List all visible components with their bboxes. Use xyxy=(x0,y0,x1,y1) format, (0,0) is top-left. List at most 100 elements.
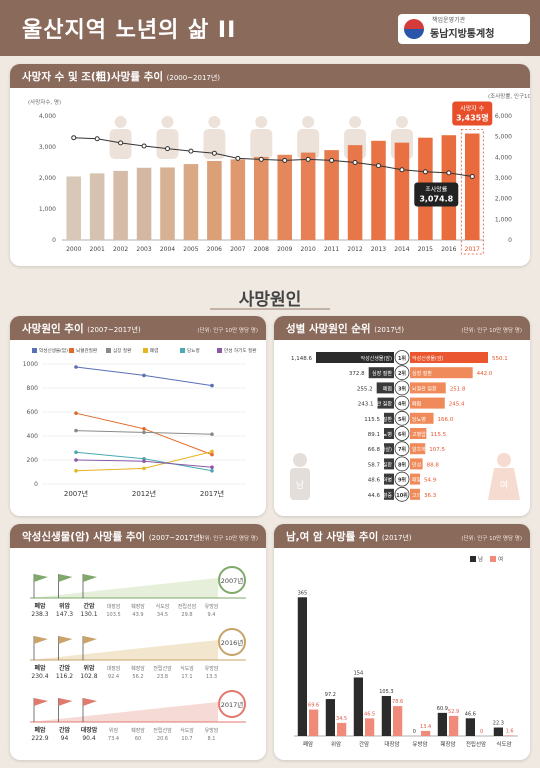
x-tick-label: 2012년 xyxy=(132,489,156,498)
card-cancer-sex: 남,여 암 사망률 추이 (2017년) (단위: 인구 10만 명당 명) 남… xyxy=(274,524,530,760)
male-cause-label: 당뇨병 xyxy=(378,431,392,438)
female-body-icon xyxy=(488,468,520,500)
x-tick-label: 2015 xyxy=(418,246,433,253)
flag-icon xyxy=(83,636,97,644)
cancer-value: 17.1 xyxy=(181,674,192,680)
bar-male xyxy=(381,695,391,736)
cancer-name: 간암 xyxy=(83,602,95,610)
series-point-diamond xyxy=(210,383,214,388)
x-tick-label: 2007 xyxy=(230,246,245,253)
point-crude-rate xyxy=(71,135,77,141)
bar-death-count xyxy=(394,142,410,240)
cancer-name: 폐암 xyxy=(34,726,46,734)
x-tick-label: 2011 xyxy=(324,246,339,253)
x-tick-label: 2017 xyxy=(465,246,480,253)
bar-male xyxy=(297,597,307,736)
page-title: 울산지역 노년의 삶 II xyxy=(22,18,237,43)
year-badge xyxy=(218,690,246,718)
bar-female xyxy=(410,488,420,500)
bar-label-female: 13.4 xyxy=(420,724,431,730)
series-point-triangle xyxy=(142,430,146,435)
cancer-name: 유방암 xyxy=(205,665,219,672)
female-value-label: 442.0 xyxy=(477,371,493,377)
bar-label-female: 46.5 xyxy=(364,711,375,717)
card-title: 사망원인 추이 xyxy=(22,323,84,335)
legend-label: 만성 하기도 질환 xyxy=(224,347,257,354)
y-tick-label: 800 xyxy=(27,385,39,392)
cancer-name: 위암 xyxy=(109,727,119,734)
cancer-name: 전립선암 xyxy=(153,665,172,672)
flag-icon xyxy=(58,574,73,582)
male-value-label: 48.6 xyxy=(368,478,381,484)
male-value-label: 58.7 xyxy=(368,462,381,468)
bar-label-male: 46.6 xyxy=(465,711,476,717)
male-cause-label: 악성신생물(암) xyxy=(360,355,392,362)
bar-death-count xyxy=(207,160,222,240)
legend-swatch xyxy=(180,348,185,353)
callout-count-label: 사망자 수 xyxy=(460,105,484,113)
male-value-label: 89.1 xyxy=(368,432,380,438)
x-tick-label: 폐암 xyxy=(303,740,313,748)
x-tick-label: 2007년 xyxy=(64,489,88,498)
bar-male xyxy=(384,443,394,455)
bar-male xyxy=(325,699,335,736)
female-value-label: 251.8 xyxy=(450,386,466,392)
female-cause-label: 폐렴 xyxy=(412,401,421,408)
series-line-crude-rate xyxy=(73,137,473,177)
right-tick-label: 1,000 xyxy=(495,216,512,223)
male-value-label: 372.8 xyxy=(349,371,365,377)
legend-label-female: 여 xyxy=(498,555,503,563)
point-crude-rate xyxy=(305,156,311,162)
cancer-name: 전립선암 xyxy=(178,603,197,610)
male-cause-label: 패혈증 xyxy=(378,492,392,499)
male-value-label: 255.2 xyxy=(357,386,373,392)
rank-badge xyxy=(394,350,410,365)
bar-female xyxy=(410,352,488,363)
rank-label: 7위 xyxy=(398,446,406,453)
right-tick-label: 2,000 xyxy=(495,196,512,203)
flag-icon xyxy=(83,574,97,582)
series-point-square xyxy=(210,452,214,457)
bar-death-count xyxy=(160,167,175,240)
point-crude-rate xyxy=(399,167,405,173)
logo-subtitle: 책임운영기관 xyxy=(432,17,466,24)
cancer-value: 13.3 xyxy=(206,674,217,680)
cancer-name: 간암 xyxy=(59,664,71,672)
legend-swatch-female xyxy=(490,556,496,562)
flag-icon xyxy=(83,698,97,706)
card-header: 사망원인 추이 (2007~2017년) (단위: 인구 10만 명당 명) xyxy=(10,316,266,340)
card-years: (2017년) xyxy=(381,534,412,542)
card-years: (2007~2017년) xyxy=(87,326,141,334)
cancer-name: 대장암 xyxy=(81,726,98,734)
card-years: (2000~2017년) xyxy=(166,74,221,82)
female-cause-label: 뇌혈관 질환 xyxy=(412,385,437,392)
cancer-value: 56.2 xyxy=(132,674,143,680)
card-cancer-trend: 악성신생물(암) 사망률 추이 (2007~2017년) (단위: 인구 10만… xyxy=(10,524,266,760)
rank-badge xyxy=(394,365,410,381)
rank-badge xyxy=(394,471,410,487)
x-tick-label: 2010 xyxy=(301,246,316,253)
cancer-value: 43.9 xyxy=(132,612,143,618)
right-tick-label: 0 xyxy=(508,237,512,244)
bar-female xyxy=(309,709,319,736)
bar-female xyxy=(410,443,426,455)
bar-female xyxy=(410,473,420,485)
bar-female xyxy=(421,730,431,736)
bar-female xyxy=(410,397,445,409)
series-point-circle xyxy=(210,469,214,473)
cancer-value: 238.3 xyxy=(31,611,48,618)
cancer-name: 췌장암 xyxy=(131,727,145,734)
cancer-trend-chart: 2007년폐암238.3위암147.3간암130.1대장암103.5췌장암43.… xyxy=(30,566,246,742)
point-crude-rate xyxy=(446,170,452,176)
header-banner: 울산지역 노년의 삶 II 책임운영기관 동남지방통계청 xyxy=(0,0,540,56)
cancer-name: 전립선암 xyxy=(153,727,172,734)
left-tick-label: 3,000 xyxy=(39,144,56,151)
highlight-frame-2017 xyxy=(460,129,484,255)
unit-note: (단위: 인구 10만 명당 명) xyxy=(461,536,522,542)
male-value-label: 1,148.6 xyxy=(291,356,312,362)
x-tick-label: 2002 xyxy=(113,246,128,253)
rank-label: 3위 xyxy=(398,385,406,392)
female-value-label: 54.9 xyxy=(424,478,437,484)
point-crude-rate xyxy=(211,150,217,156)
cancer-sex-chart: 남 여 365 69.6 폐암 97.2 34.5 위암 154 46.5 간암 105.3 78.6 대… xyxy=(294,555,518,748)
